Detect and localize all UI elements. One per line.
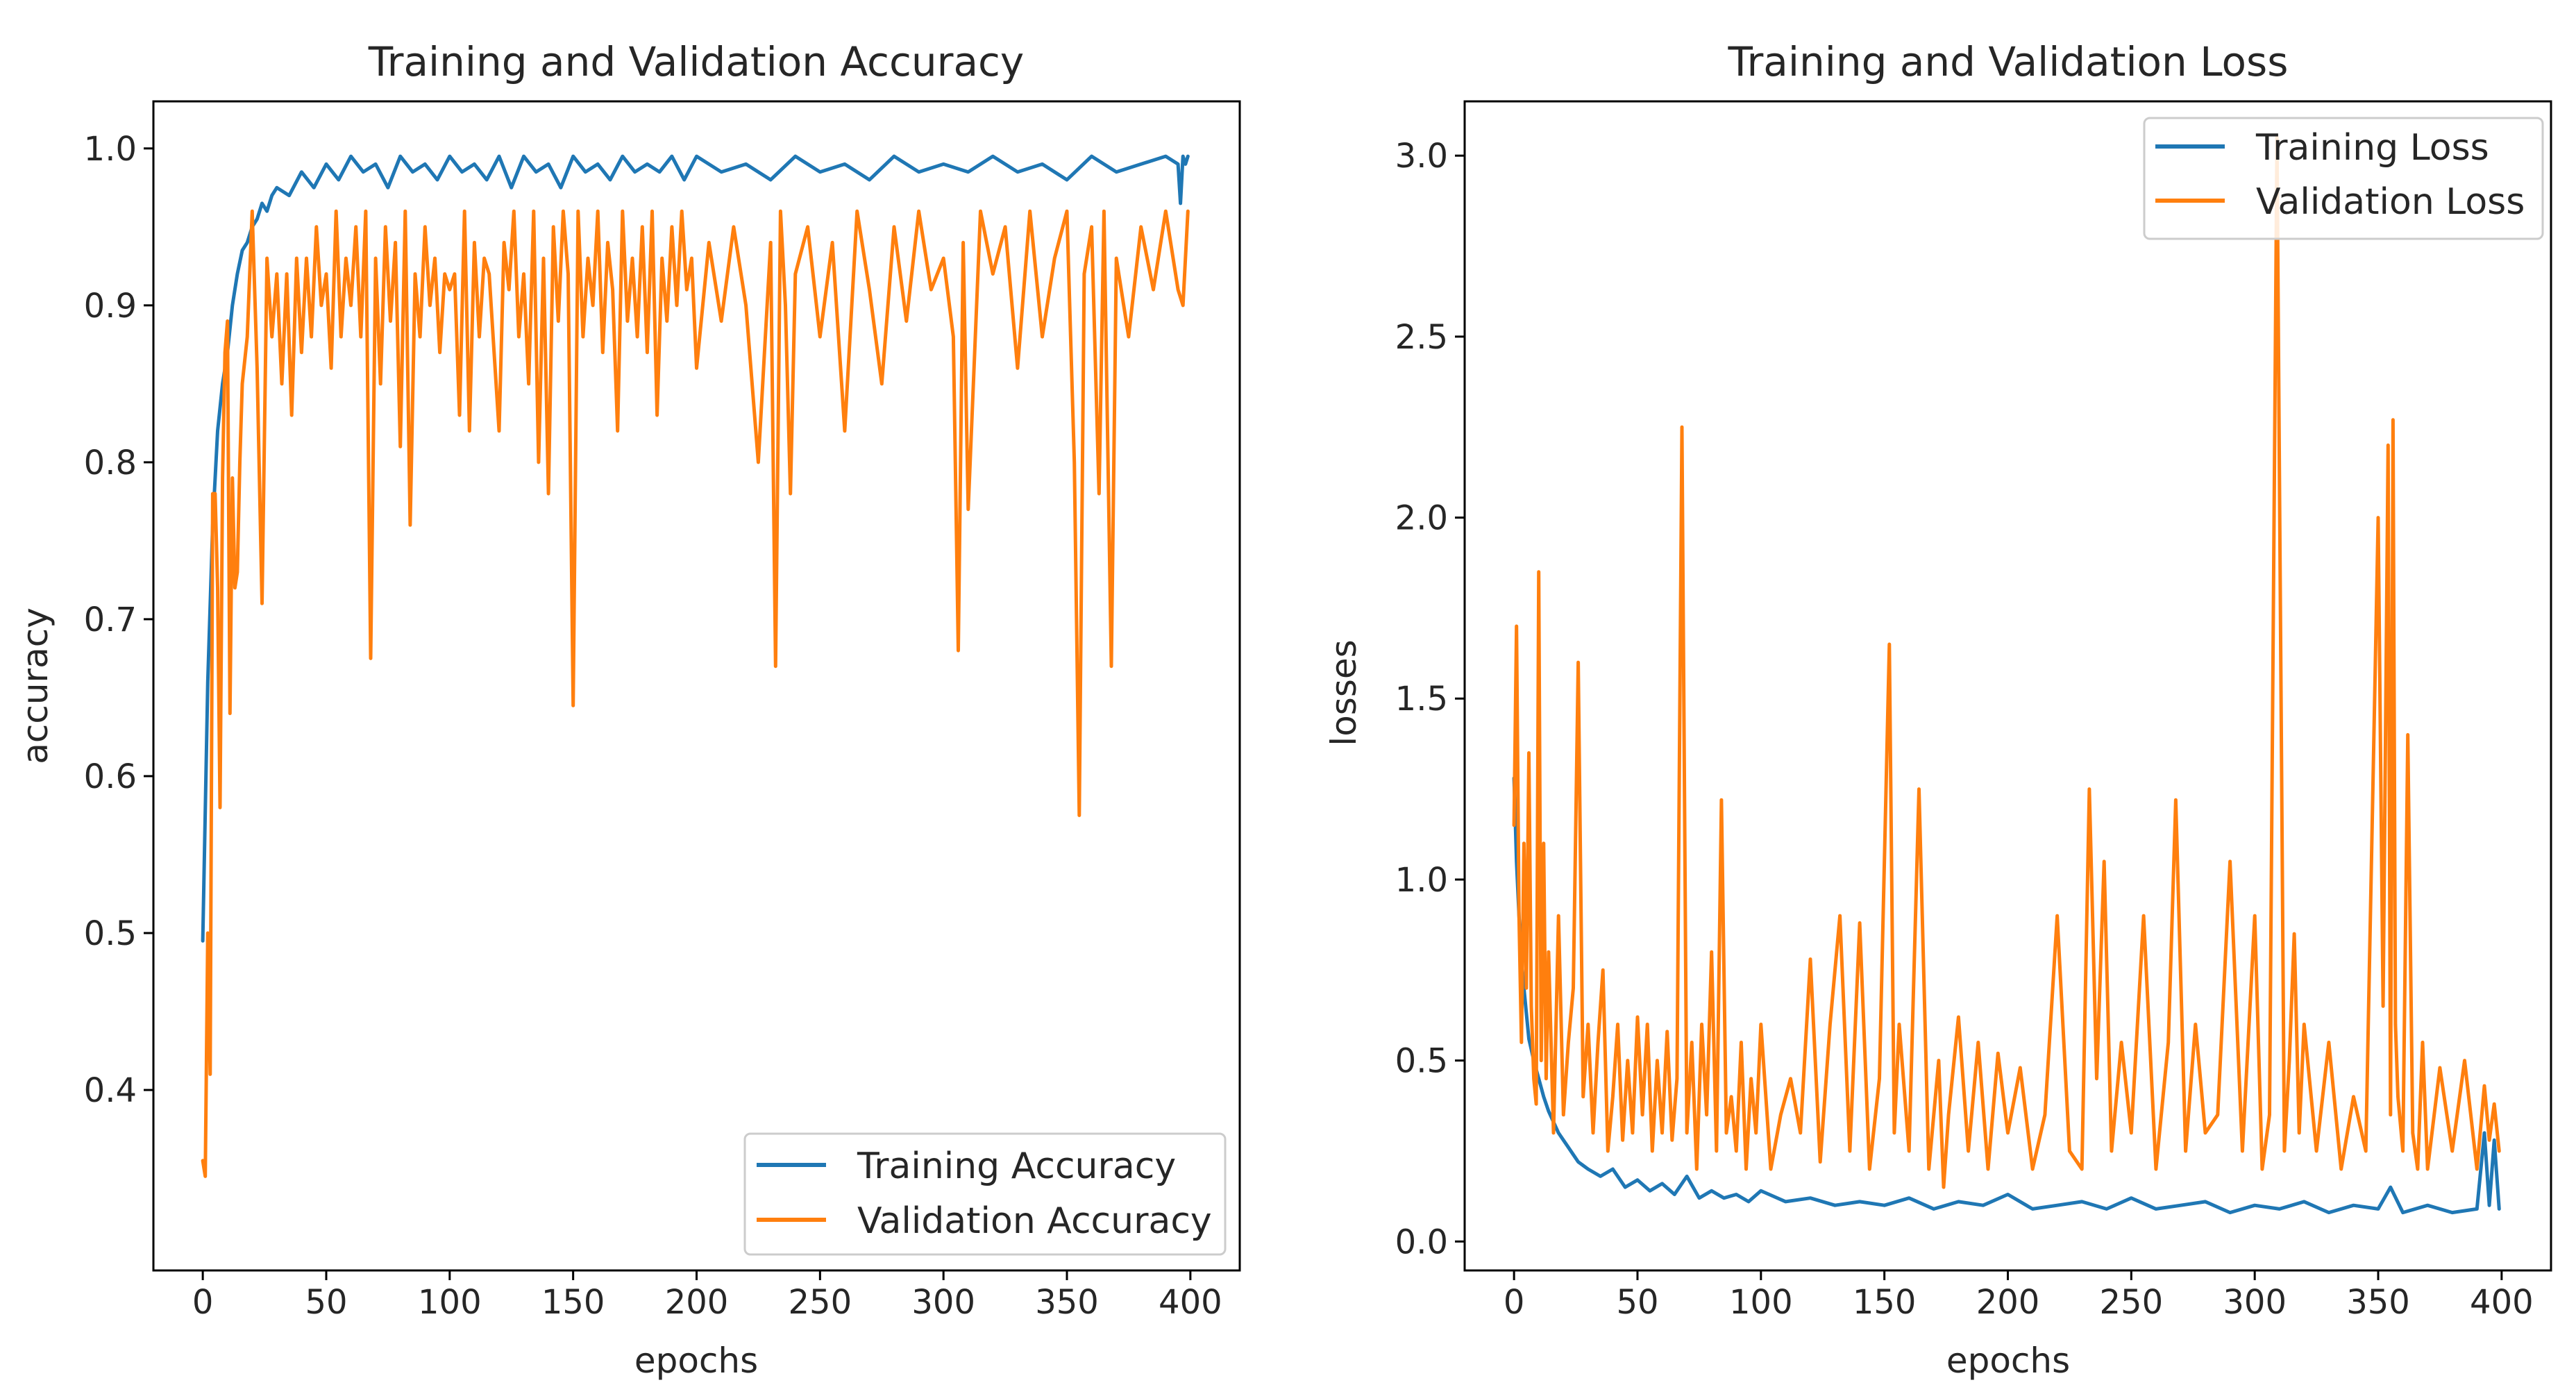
accuracy-y-tick-label: 1.0 — [84, 130, 137, 169]
accuracy-legend-label-validation: Validation Accuracy — [857, 1200, 1212, 1242]
accuracy-series-training-line — [201, 154, 1190, 943]
loss-x-tick-label: 150 — [1853, 1283, 1917, 1322]
loss-y-tick-label: 1.5 — [1395, 680, 1448, 719]
accuracy-y-tick-label: 0.5 — [84, 914, 137, 953]
accuracy-legend-box — [743, 1132, 1227, 1256]
loss-y-tick-label: 2.5 — [1395, 318, 1448, 357]
loss-legend-label-training: Training Loss — [2255, 127, 2489, 169]
accuracy-y-tick-label: 0.6 — [84, 757, 137, 796]
accuracy-y-axis-label: accuracy — [15, 607, 56, 764]
accuracy-chart: Training and Validation Accuracy 0 50 100 1… — [15, 38, 1241, 1381]
accuracy-x-tick-label: 250 — [789, 1283, 852, 1322]
loss-series-training-line — [1512, 776, 2501, 1215]
loss-x-tick-label: 300 — [2223, 1283, 2287, 1322]
accuracy-chart-title: Training and Validation Accuracy — [368, 38, 1024, 85]
accuracy-x-tick-label: 150 — [541, 1283, 605, 1322]
accuracy-x-tick-label: 200 — [665, 1283, 729, 1322]
accuracy-y-tick-label: 0.8 — [84, 444, 137, 482]
accuracy-x-tick-label: 100 — [418, 1283, 482, 1322]
loss-legend-box — [2143, 117, 2544, 240]
loss-y-tick-label: 3.0 — [1395, 137, 1448, 176]
accuracy-ticks-layer: 0 50 100 150 200 250 300 350 400 0.4 0.5 0.6 0.7 0.8 0… — [84, 130, 1222, 1322]
loss-x-tick-label: 50 — [1616, 1283, 1658, 1322]
loss-legend-label-validation: Validation Loss — [2256, 181, 2525, 223]
accuracy-x-tick-label: 50 — [305, 1283, 347, 1322]
loss-y-tick-label: 1.0 — [1395, 861, 1448, 900]
loss-x-tick-label: 350 — [2346, 1283, 2410, 1322]
loss-x-tick-label: 250 — [2100, 1283, 2164, 1322]
accuracy-y-tick-label: 0.9 — [84, 287, 137, 326]
loss-x-axis-label: epochs — [1946, 1341, 2070, 1381]
loss-x-tick-label: 0 — [1504, 1283, 1525, 1322]
accuracy-series-layer — [201, 154, 1190, 1178]
loss-y-tick-label: 0.0 — [1395, 1223, 1448, 1261]
accuracy-x-axis-label: epochs — [634, 1341, 758, 1381]
loss-y-tick-label: 0.5 — [1395, 1042, 1448, 1081]
loss-ticks-layer: 0 50 100 150 200 250 300 350 400 0.0 0.5 1.0 1.5 2.0 2… — [1395, 137, 2534, 1322]
accuracy-legend-label-training: Training Accuracy — [857, 1145, 1176, 1187]
loss-x-tick-label: 100 — [1729, 1283, 1793, 1322]
loss-y-axis-label: losses — [1324, 639, 1364, 746]
accuracy-legend: Training Accuracy Validation Accuracy — [743, 1132, 1227, 1256]
accuracy-x-tick-label: 300 — [911, 1283, 975, 1322]
loss-y-tick-label: 2.0 — [1395, 499, 1448, 538]
accuracy-x-tick-label: 350 — [1035, 1283, 1099, 1322]
loss-chart: Training and Validation Loss 0 50 100 150 20… — [1324, 38, 2552, 1381]
loss-chart-title: Training and Validation Loss — [1728, 38, 2289, 85]
accuracy-x-tick-label: 400 — [1159, 1283, 1222, 1322]
loss-x-tick-label: 200 — [1976, 1283, 2040, 1322]
loss-x-tick-label: 400 — [2470, 1283, 2534, 1322]
accuracy-y-tick-label: 0.7 — [84, 601, 137, 639]
accuracy-x-tick-label: 0 — [192, 1283, 214, 1322]
loss-series-validation-line — [1512, 135, 2501, 1189]
loss-legend: Training Loss Validation Loss — [2143, 117, 2544, 240]
accuracy-y-tick-label: 0.4 — [84, 1071, 137, 1110]
accuracy-series-validation-line — [201, 209, 1190, 1178]
loss-series-layer — [1512, 135, 2501, 1215]
